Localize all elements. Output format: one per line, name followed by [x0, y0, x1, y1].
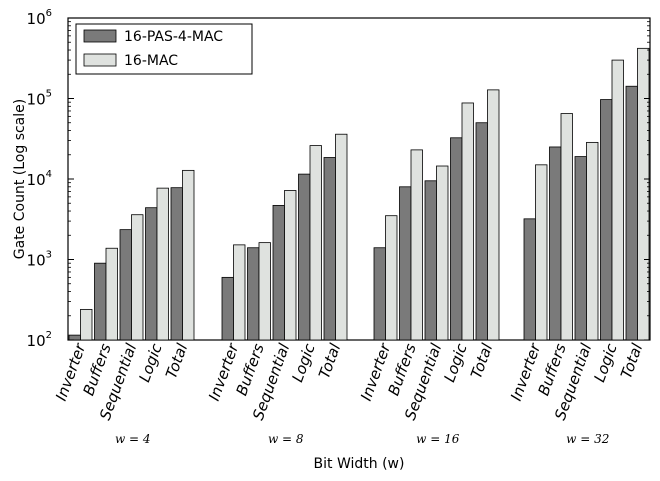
x-tick-label-logic: Logic [440, 341, 471, 385]
legend-swatch-16-mac [83, 53, 117, 67]
bar-16-mac-sequential [131, 214, 144, 341]
y-axis-label: Gate Count (Log scale) [12, 99, 28, 259]
y-axis-ticks: 102 103 104 105 106 [27, 8, 650, 350]
legend-swatch-16-pas-4-mac [83, 29, 117, 43]
bar-16-mac-buffers [105, 247, 118, 341]
bar-16-mac-inverter [80, 308, 93, 341]
bar-16-pas-4-mac-buffers [399, 186, 412, 341]
bar-16-mac-total [637, 47, 650, 341]
bar-16-pas-4-mac-logic [145, 207, 158, 341]
bar-16-mac-logic [156, 187, 169, 341]
group-label: w = 8 [268, 432, 304, 446]
bar-16-pas-4-mac-logic [600, 99, 613, 341]
x-tick-label-total: Total [315, 340, 344, 381]
bar-16-pas-4-mac-buffers [549, 146, 562, 341]
y-tick-label: 104 [27, 169, 52, 189]
y-tick-label: 105 [27, 89, 52, 109]
group-label: w = 4 [115, 432, 151, 446]
bar-16-mac-buffers [258, 242, 271, 341]
bar-16-pas-4-mac-inverter [68, 334, 81, 341]
legend-label-16-pas-4-mac: 16-PAS-4-MAC [124, 29, 223, 45]
bar-16-pas-4-mac-sequential [272, 204, 285, 341]
x-tick-label-logic: Logic [590, 341, 621, 385]
bar-16-pas-4-mac-inverter [373, 247, 386, 341]
y-tick-label: 103 [27, 250, 52, 270]
bar-16-mac-sequential [284, 190, 297, 341]
bar-16-mac-total [487, 89, 500, 341]
group-label: w = 16 [416, 432, 460, 446]
bar-16-pas-4-mac-total [323, 157, 336, 341]
bar-16-mac-sequential [436, 165, 449, 341]
bar-16-mac-inverter [233, 244, 246, 341]
bar-16-mac-total [182, 169, 195, 341]
bar-16-mac-logic [611, 59, 624, 341]
x-tick-label-total: Total [162, 340, 191, 381]
bar-16-mac-buffers [410, 149, 423, 341]
bar-16-pas-4-mac-total [625, 85, 638, 341]
bar-16-pas-4-mac-inverter [221, 276, 234, 341]
bar-16-pas-4-mac-total [475, 122, 488, 341]
legend: 16-PAS-4-MAC 16-MAC [75, 23, 253, 75]
bars-layer [68, 47, 650, 341]
bar-16-pas-4-mac-total [170, 187, 183, 341]
legend-label-16-mac: 16-MAC [124, 53, 178, 69]
bar-16-mac-logic [461, 102, 474, 341]
bar-16-pas-4-mac-sequential [424, 180, 437, 341]
bar-16-mac-inverter [385, 215, 398, 341]
bar-16-pas-4-mac-sequential [119, 229, 132, 341]
bar-16-pas-4-mac-buffers [94, 262, 107, 341]
x-tick-label-logic: Logic [288, 341, 319, 385]
bar-16-pas-4-mac-logic [298, 173, 311, 341]
group-label: w = 32 [566, 432, 609, 446]
bar-16-pas-4-mac-logic [450, 137, 463, 341]
bar-16-mac-inverter [535, 164, 548, 341]
bar-16-pas-4-mac-buffers [247, 247, 260, 341]
bar-16-pas-4-mac-sequential [574, 156, 587, 341]
x-axis-label: Bit Width (w) [314, 456, 405, 472]
group-labels: w = 4 w = 8 w = 16 w = 32 [115, 432, 609, 446]
bar-16-mac-total [335, 133, 348, 341]
x-tick-label-total: Total [617, 340, 646, 381]
bar-16-mac-logic [309, 145, 322, 341]
x-tick-label-total: Total [467, 340, 496, 381]
y-tick-label: 102 [27, 330, 52, 350]
x-tick-label-logic: Logic [135, 341, 166, 385]
bar-16-mac-buffers [560, 113, 573, 341]
y-tick-label: 106 [27, 8, 52, 28]
bar-16-mac-sequential [586, 141, 599, 341]
bar-16-pas-4-mac-inverter [523, 218, 536, 341]
